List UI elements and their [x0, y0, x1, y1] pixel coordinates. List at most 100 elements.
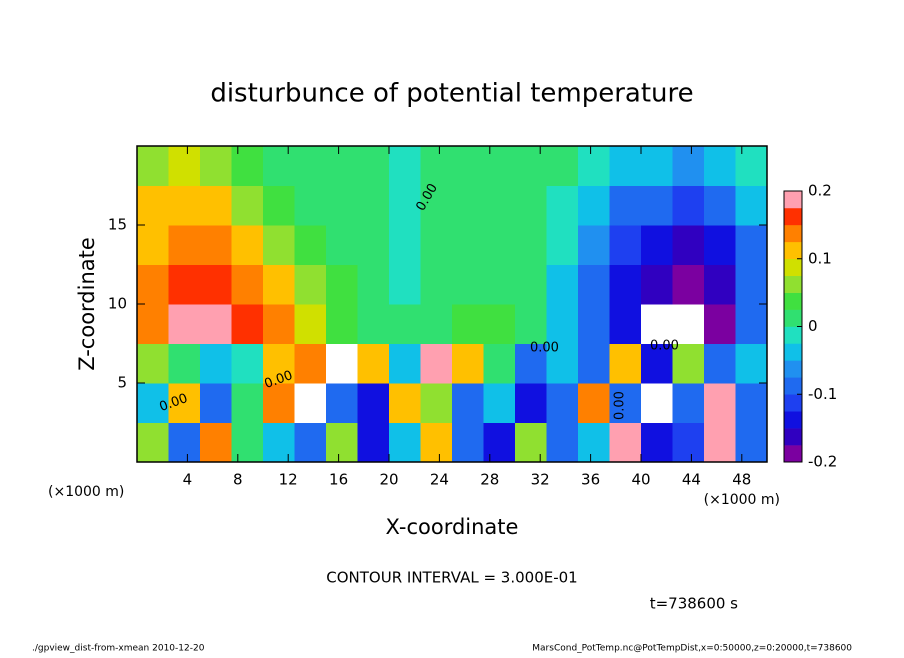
heat-cell [609, 185, 642, 226]
chart-title: disturbunce of potential temperature [210, 79, 693, 109]
heat-cell [609, 422, 642, 463]
heat-cell [389, 225, 421, 265]
colorbar-cell [784, 377, 802, 395]
colorbar-cell [784, 445, 802, 463]
colorbar-cell [784, 275, 802, 293]
heat-cell [735, 225, 768, 265]
heat-cell [672, 225, 705, 265]
colorbar-cell [784, 394, 802, 412]
colorbar-cell [784, 343, 802, 361]
heat-cell [609, 304, 642, 344]
colorbar-cell [784, 309, 802, 327]
heat-cell [515, 225, 547, 265]
x-tick-label: 20 [379, 471, 398, 489]
heat-cell [452, 146, 484, 186]
heat-cell [704, 383, 736, 423]
heat-cell [735, 185, 768, 226]
heat-cell [546, 383, 579, 423]
heat-cell [704, 146, 736, 186]
heat-cell [326, 383, 358, 423]
footer-left: ./gpview_dist-from-xmean 2010-12-20 [32, 644, 205, 654]
heat-cell [137, 146, 169, 186]
heat-cell [294, 383, 327, 423]
heat-cell [609, 225, 642, 265]
colorbar-cell [784, 207, 802, 226]
heat-cell [546, 225, 579, 265]
heat-cell [735, 383, 768, 423]
heat-cell [641, 185, 673, 226]
heat-cell [263, 225, 295, 265]
heat-cell [231, 225, 264, 265]
contour-interval: CONTOUR INTERVAL = 3.000E-01 [326, 569, 577, 587]
heat-cell [641, 264, 673, 305]
heat-cell [735, 146, 768, 186]
colorbar-tick-label: 0 [808, 317, 818, 335]
heat-cell [420, 304, 453, 344]
colorbar-cell [784, 224, 802, 243]
x-tick-label: 36 [581, 471, 600, 489]
heat-cell [578, 264, 610, 305]
heat-cell [326, 304, 358, 344]
heat-cell [326, 225, 358, 265]
colorbar-tick-label: 0.2 [808, 182, 832, 200]
heat-cell [515, 422, 547, 463]
heat-cell [231, 264, 264, 305]
heat-cell [483, 146, 516, 186]
heat-cell [168, 264, 201, 305]
heat-cell [420, 225, 453, 265]
heat-cell [704, 225, 736, 265]
heat-cell [672, 185, 705, 226]
heat-cell [641, 146, 673, 186]
heat-cell [168, 225, 201, 265]
heat-cell [168, 185, 201, 226]
heat-cell [263, 185, 295, 226]
heat-cell [357, 422, 390, 463]
heat-cell [452, 383, 484, 423]
colorbar-cell [784, 258, 802, 276]
heat-cell [452, 225, 484, 265]
heat-cell [357, 304, 390, 344]
heat-cell [515, 146, 547, 186]
heat-cell [200, 225, 232, 265]
heat-cell [231, 304, 264, 344]
heat-cell [168, 343, 201, 384]
heat-cell [357, 225, 390, 265]
time-label: t=738600 s [650, 595, 738, 613]
heat-cell [137, 185, 169, 226]
heat-cell [200, 185, 232, 226]
heat-cell [452, 422, 484, 463]
heat-cell [357, 264, 390, 305]
heat-cell [389, 146, 421, 186]
heat-cell [515, 304, 547, 344]
colorbar-tick-label: 0.1 [808, 249, 832, 267]
x-tick-label: 16 [329, 471, 348, 489]
heat-cell [546, 146, 579, 186]
heat-cell [546, 185, 579, 226]
heat-cell [137, 264, 169, 305]
heat-cell [326, 185, 358, 226]
x-tick-label: 12 [279, 471, 298, 489]
heat-cell [735, 343, 768, 384]
heat-cell [357, 146, 390, 186]
heat-cell [389, 264, 421, 305]
heat-cell [546, 264, 579, 305]
heat-cell [578, 343, 610, 384]
heat-cell [672, 422, 705, 463]
heat-cell [483, 225, 516, 265]
heat-cell [483, 343, 516, 384]
heat-cell [452, 185, 484, 226]
heat-cell [609, 146, 642, 186]
contour-label: 0.00 [613, 391, 628, 420]
colorbar-tick-label: -0.2 [808, 453, 837, 471]
heat-cell [483, 304, 516, 344]
colorbar-cell [784, 326, 802, 344]
heat-cell [546, 343, 579, 384]
heat-cell [389, 343, 421, 384]
heat-cell [609, 264, 642, 305]
heat-cell [704, 422, 736, 463]
heat-cell [168, 146, 201, 186]
heat-cell [420, 343, 453, 384]
heat-cell [452, 264, 484, 305]
y-axis-label: Z-coordinate [75, 237, 99, 371]
heat-cell [578, 185, 610, 226]
